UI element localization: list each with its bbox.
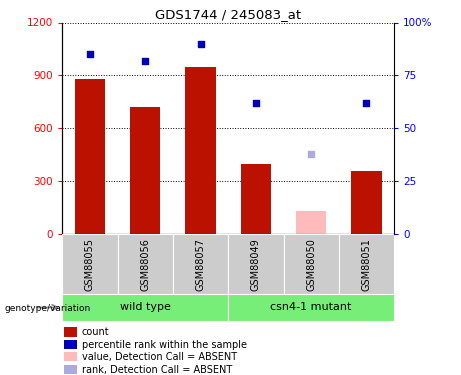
Text: rank, Detection Call = ABSENT: rank, Detection Call = ABSENT xyxy=(82,365,232,375)
Text: GSM88056: GSM88056 xyxy=(140,238,150,291)
Point xyxy=(142,58,149,64)
Point xyxy=(86,51,94,57)
Bar xyxy=(118,234,173,294)
Bar xyxy=(241,164,271,234)
Text: GSM88051: GSM88051 xyxy=(361,238,372,291)
Bar xyxy=(75,79,105,234)
Bar xyxy=(130,107,160,234)
Text: GSM88057: GSM88057 xyxy=(195,238,206,291)
Bar xyxy=(228,234,284,294)
Bar xyxy=(64,352,77,362)
Point xyxy=(252,100,260,106)
Bar xyxy=(62,294,228,321)
Bar xyxy=(64,340,77,349)
Text: csn4-1 mutant: csn4-1 mutant xyxy=(271,303,352,312)
Bar xyxy=(64,327,77,337)
Bar xyxy=(339,234,394,294)
Bar xyxy=(228,294,394,321)
Bar xyxy=(284,234,339,294)
Bar xyxy=(173,234,228,294)
Point xyxy=(197,41,204,47)
Text: value, Detection Call = ABSENT: value, Detection Call = ABSENT xyxy=(82,352,237,362)
Title: GDS1744 / 245083_at: GDS1744 / 245083_at xyxy=(155,8,301,21)
Point xyxy=(363,100,370,106)
Text: count: count xyxy=(82,327,109,337)
Text: wild type: wild type xyxy=(120,303,171,312)
Text: GSM88049: GSM88049 xyxy=(251,238,261,291)
Bar xyxy=(351,171,382,234)
Point xyxy=(307,151,315,157)
Text: GSM88055: GSM88055 xyxy=(85,238,95,291)
Bar xyxy=(64,365,77,375)
Text: percentile rank within the sample: percentile rank within the sample xyxy=(82,339,247,350)
Text: GSM88050: GSM88050 xyxy=(306,238,316,291)
Bar xyxy=(185,67,216,234)
Bar xyxy=(62,234,118,294)
Bar xyxy=(296,211,326,234)
Text: genotype/variation: genotype/variation xyxy=(5,304,91,313)
